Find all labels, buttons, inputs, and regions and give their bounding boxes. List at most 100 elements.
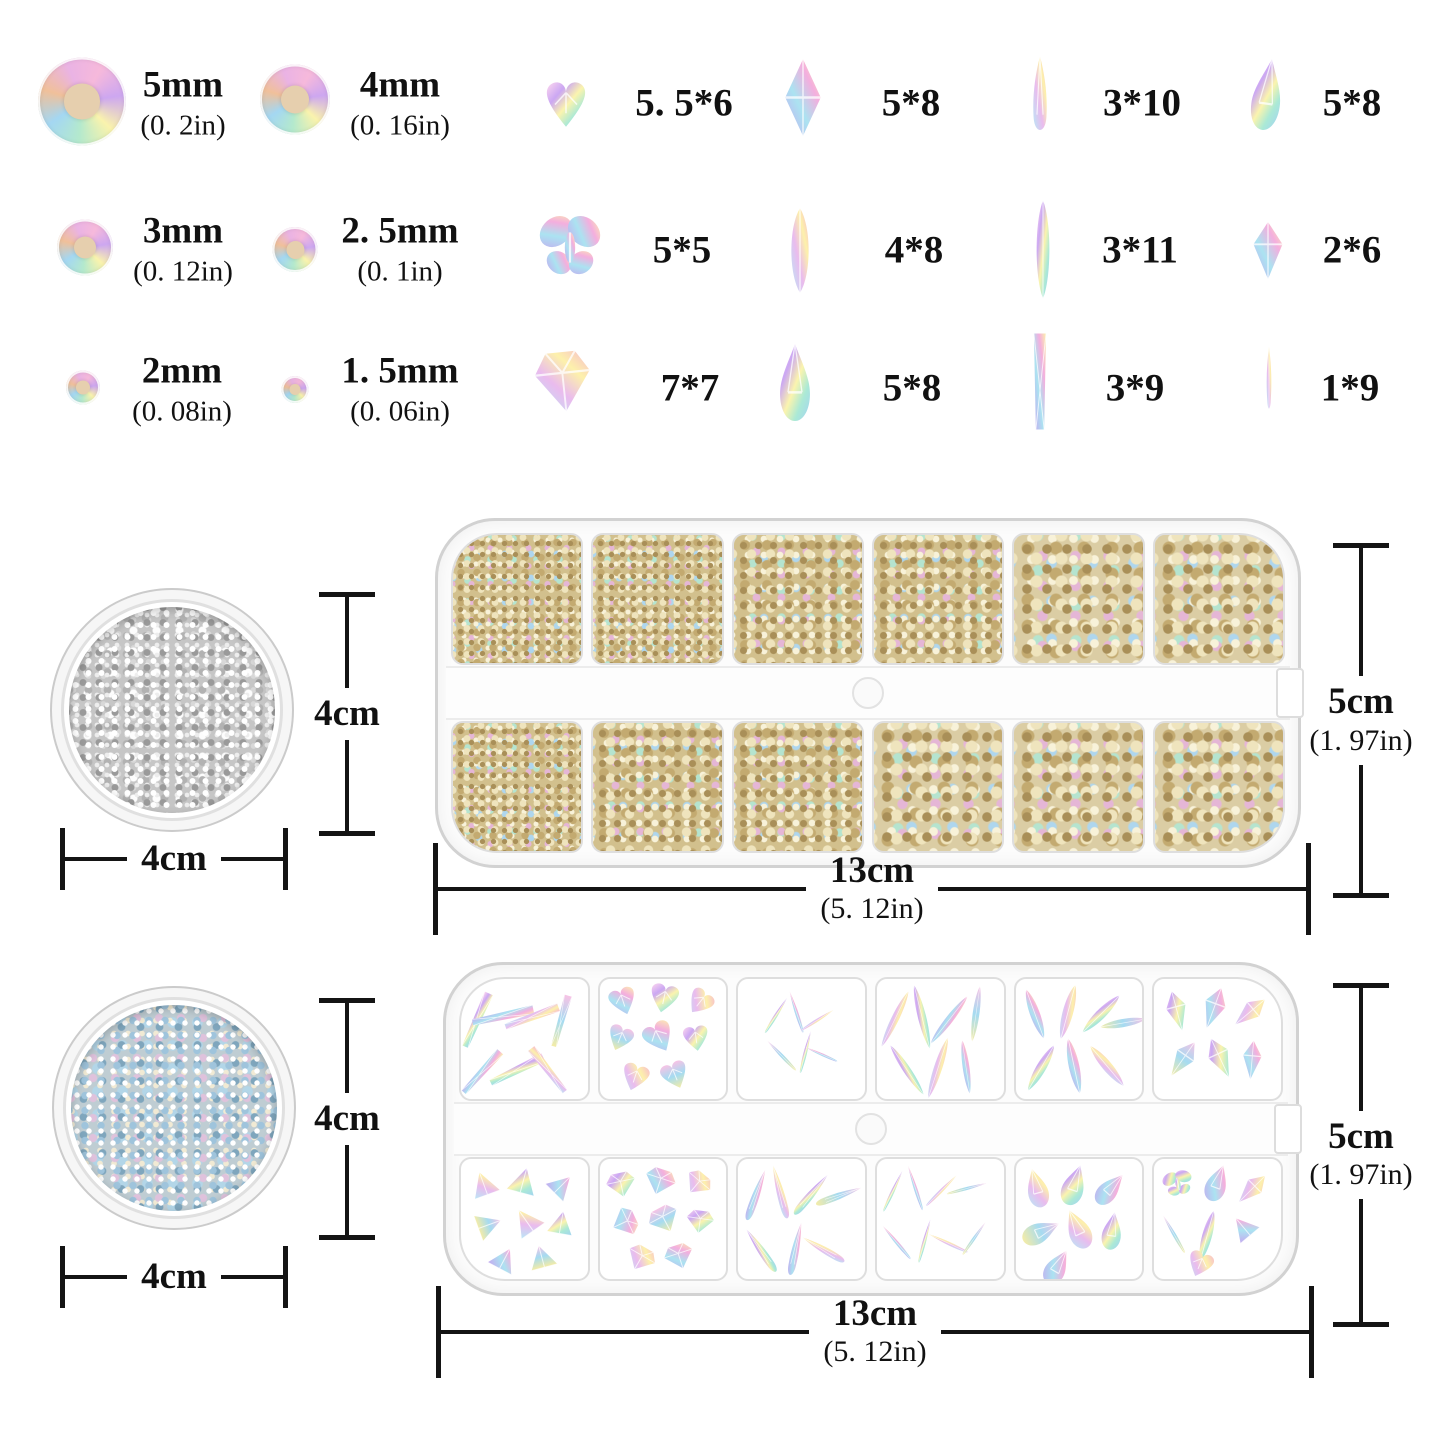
dim-line bbox=[940, 1330, 1310, 1334]
dim-line bbox=[438, 887, 807, 891]
dim-line bbox=[1333, 543, 1389, 548]
crystal-shape bbox=[640, 1196, 687, 1241]
crystal-shape bbox=[463, 1164, 506, 1206]
case-hinge-pin bbox=[855, 1113, 887, 1145]
case-row bbox=[451, 533, 1285, 665]
crystal-shape bbox=[602, 981, 644, 1022]
round-stone-2-5mm bbox=[272, 227, 318, 277]
crystal-shape bbox=[1017, 1164, 1057, 1212]
holo-glitter-pot bbox=[52, 986, 296, 1230]
crystal-shape bbox=[482, 1239, 526, 1281]
dim-line bbox=[1359, 988, 1363, 1111]
case-row bbox=[459, 977, 1284, 1101]
crystal-shape bbox=[1191, 981, 1237, 1035]
case-latch bbox=[1276, 668, 1304, 718]
case-compartment bbox=[871, 721, 1005, 853]
crystal-shape bbox=[467, 1204, 509, 1247]
dim-case1-width: 13cm (5. 12in) bbox=[433, 843, 1312, 935]
case-compartment bbox=[875, 1157, 1006, 1281]
size-mm: 2. 5mm bbox=[341, 210, 459, 252]
dim-case2-width: 13cm (5. 12in) bbox=[436, 1286, 1315, 1378]
dim-label: 13cm (5. 12in) bbox=[820, 849, 924, 926]
holo-glitter bbox=[71, 1005, 277, 1211]
case-compartment bbox=[1152, 533, 1285, 665]
round-size-label: 1. 5mm (0. 06in) bbox=[341, 351, 458, 430]
crystal-shape bbox=[1052, 1159, 1096, 1211]
case-row bbox=[459, 1157, 1284, 1281]
dim-label: 4cm bbox=[141, 1255, 207, 1297]
crystal-shape bbox=[1157, 986, 1197, 1036]
crystal-shape bbox=[1157, 1164, 1199, 1205]
dim-line bbox=[345, 1145, 349, 1235]
crystal-shape bbox=[1095, 1209, 1128, 1253]
long-teardrop-crystal-icon bbox=[1021, 55, 1059, 146]
case-compartment bbox=[597, 1157, 729, 1281]
crystal-shape bbox=[1237, 1038, 1269, 1082]
shape-size-label: 5*5 bbox=[652, 228, 712, 272]
size-mm: 1. 5mm bbox=[341, 350, 459, 392]
dim-line bbox=[1333, 893, 1389, 898]
dim-line bbox=[60, 828, 65, 890]
crystal-shape bbox=[678, 1021, 714, 1055]
dim-pot1-height: 4cm bbox=[314, 592, 380, 836]
crystal-shape bbox=[618, 1237, 662, 1280]
dim-line bbox=[65, 1275, 128, 1279]
case-compartment bbox=[591, 533, 724, 665]
case-compartment bbox=[1013, 977, 1145, 1101]
case-compartment bbox=[1013, 1157, 1145, 1281]
crystal-shape bbox=[633, 1012, 683, 1062]
shape-size-label: 7*7 bbox=[660, 366, 720, 410]
dim-line bbox=[283, 1246, 288, 1308]
dim-line bbox=[1359, 1199, 1363, 1322]
case-compartment bbox=[736, 1157, 868, 1281]
dim-line bbox=[220, 857, 283, 861]
round-size-label: 2mm (0. 08in) bbox=[132, 351, 232, 430]
dim-case2-height: 5cm (1. 97in) bbox=[1309, 983, 1413, 1327]
dim-line bbox=[345, 740, 349, 831]
shape-size-label: 3*10 bbox=[1103, 81, 1181, 125]
case-compartment bbox=[875, 977, 1006, 1101]
long-marquise-crystal-icon bbox=[1026, 199, 1060, 306]
dim-label: 4cm bbox=[314, 692, 380, 734]
size-inch: (0. 2in) bbox=[140, 109, 226, 142]
slim-teardrop-crystal-icon bbox=[1257, 345, 1281, 422]
silver-glitter-pot bbox=[50, 588, 294, 832]
pear-crystal-icon bbox=[1246, 57, 1288, 138]
size-inch: (0. 12in) bbox=[133, 255, 233, 288]
dim-line bbox=[319, 998, 375, 1003]
case-compartment bbox=[731, 721, 864, 853]
dim-label: 5cm (1. 97in) bbox=[1309, 1115, 1413, 1192]
teardrop-crystal-icon bbox=[773, 342, 817, 429]
dim-case1-height: 5cm (1. 97in) bbox=[1309, 543, 1413, 898]
dim-line bbox=[1359, 764, 1363, 893]
butterfly-crystal-icon bbox=[533, 206, 607, 295]
dim-line bbox=[433, 843, 438, 935]
dim-line bbox=[345, 597, 349, 688]
shape-size-label: 5. 5*6 bbox=[635, 81, 733, 125]
kite-crystal-icon bbox=[1246, 220, 1290, 287]
round-rhinestone-case bbox=[435, 518, 1304, 868]
crystal-shape bbox=[658, 1236, 700, 1275]
shape-size-label: 5*8 bbox=[882, 366, 942, 410]
size-mm: 2mm bbox=[141, 350, 223, 392]
case-compartment bbox=[1012, 721, 1145, 853]
case-compartment bbox=[591, 721, 724, 853]
crystal-shape bbox=[682, 1205, 718, 1237]
shape-size-label: 4*8 bbox=[884, 228, 944, 272]
size-mm: 3mm bbox=[142, 210, 224, 252]
crystal-shape bbox=[543, 1206, 580, 1241]
shape-size-label: 3*11 bbox=[1102, 228, 1178, 272]
dim-line bbox=[345, 1003, 349, 1093]
size-inch: (0. 1in) bbox=[357, 255, 443, 288]
shape-size-label: 5*8 bbox=[1322, 81, 1382, 125]
dim-pot2-width: 4cm bbox=[60, 1246, 288, 1308]
heart-crystal-icon bbox=[541, 77, 591, 136]
crystal-shape bbox=[1054, 1035, 1093, 1098]
dim-line bbox=[65, 857, 128, 861]
dim-line bbox=[319, 831, 375, 836]
crystal-shape bbox=[676, 1162, 719, 1204]
case-compartment bbox=[736, 977, 868, 1101]
crystal-shape bbox=[797, 1228, 855, 1273]
dim-line bbox=[283, 828, 288, 890]
dim-line bbox=[1359, 548, 1363, 677]
